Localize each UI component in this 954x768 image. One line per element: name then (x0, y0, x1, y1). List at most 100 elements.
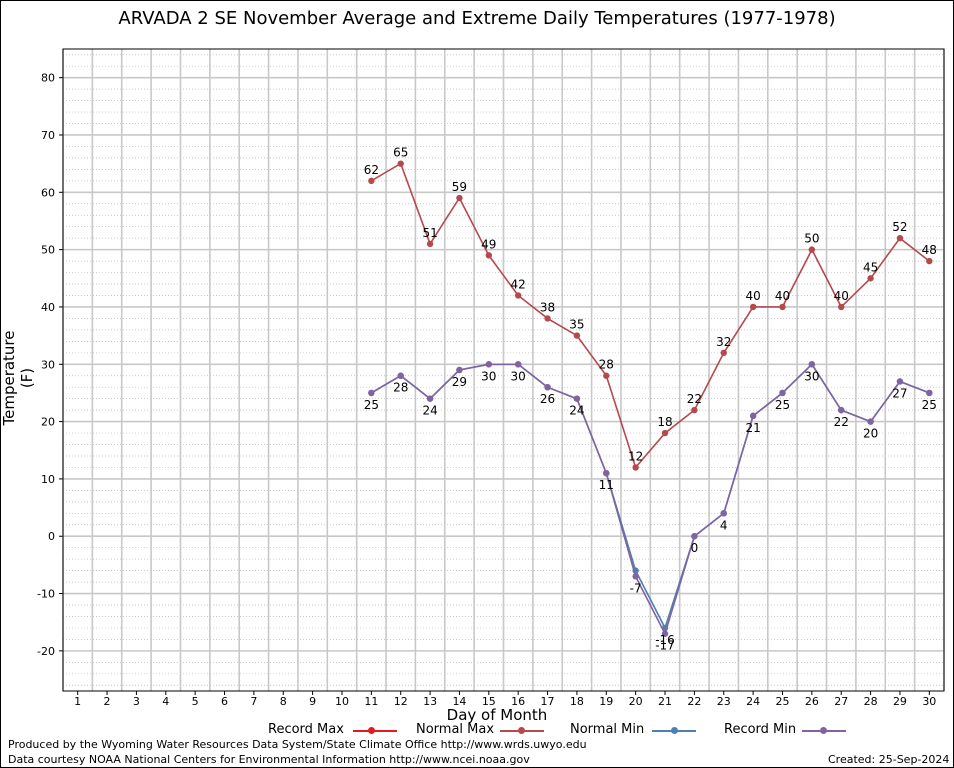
footer-created-date: Created: 25-Sep-2024 (828, 753, 950, 766)
x-tick-label: 26 (805, 695, 819, 708)
data-label-normal-max: 18 (657, 415, 672, 429)
data-label-normal-min: 30 (481, 369, 496, 383)
x-tick-label: 10 (335, 695, 349, 708)
x-axis-label: Day of Month (446, 706, 548, 724)
data-label-normal-min: 0 (691, 541, 699, 555)
data-point-record-min (603, 469, 610, 477)
x-tick-label: 4 (162, 695, 169, 708)
y-tick-label: -20 (37, 645, 55, 658)
data-label-normal-min: 22 (834, 415, 849, 429)
y-tick-label: 60 (41, 186, 55, 199)
legend-label-record-min: Record Min (724, 722, 797, 737)
x-tick-label: 11 (364, 695, 378, 708)
x-tick-label: 13 (423, 695, 437, 708)
data-label-normal-max: 62 (364, 163, 379, 177)
x-tick-label: 17 (541, 695, 555, 708)
x-tick-label: 5 (192, 695, 199, 708)
data-label-normal-min: 24 (422, 404, 437, 418)
data-label-normal-max: 12 (628, 449, 643, 463)
plot-border (62, 48, 945, 692)
legend-marker-record-max (368, 727, 375, 734)
data-label-normal-min: 21 (745, 421, 760, 435)
data-point-record-min (720, 510, 727, 517)
data-point-normal-max (838, 303, 845, 311)
data-label-normal-max: 22 (687, 392, 702, 406)
data-point-record-min (397, 372, 404, 379)
data-point-normal-max (368, 177, 375, 185)
x-tick-label: 19 (599, 695, 613, 708)
data-label-normal-min: 30 (804, 369, 819, 383)
x-tick-label: 6 (221, 695, 228, 708)
y-tick-label: 10 (41, 473, 55, 486)
data-point-record-min (485, 361, 493, 368)
data-point-record-min (514, 361, 522, 368)
legend-swatch-record-max (353, 730, 397, 732)
data-label-normal-max: 38 (540, 300, 555, 314)
y-tick-label: 80 (41, 72, 55, 85)
data-label-normal-max: 51 (422, 226, 437, 240)
data-label-normal-max: 28 (599, 358, 614, 372)
x-tick-label: 1 (74, 695, 81, 708)
legend-marker-normal-max (518, 727, 525, 734)
data-label-normal-min: 27 (892, 386, 907, 400)
data-point-normal-max (867, 275, 874, 282)
data-label-normal-max: 45 (863, 260, 878, 274)
data-point-record-min (632, 573, 639, 580)
y-tick-label: 0 (48, 530, 55, 543)
data-label-record-min: -17 (655, 639, 675, 653)
data-point-record-min (838, 406, 845, 414)
legend-marker-normal-min (671, 727, 678, 734)
data-label-normal-max: 40 (745, 289, 760, 303)
data-label-normal-min: 4 (720, 518, 728, 532)
x-tick-label: 15 (482, 695, 496, 708)
data-label-normal-max: 52 (892, 220, 907, 234)
x-tick-label: 14 (452, 695, 466, 708)
x-tick-label: 30 (922, 695, 936, 708)
x-tick-label: 23 (717, 695, 731, 708)
footer-produced-by: Produced by the Wyoming Water Resources … (8, 738, 587, 751)
y-tick-label: -10 (37, 588, 55, 601)
x-tick-label: 27 (834, 695, 848, 708)
data-point-normal-max (720, 349, 727, 357)
data-point-record-min (926, 389, 933, 397)
data-point-record-min (573, 395, 581, 402)
legend-label-normal-min: Normal Min (570, 722, 645, 737)
data-point-normal-max (779, 303, 786, 311)
data-point-record-min (368, 389, 375, 397)
data-label-normal-max: 65 (393, 146, 408, 160)
x-tick-label: 2 (104, 695, 111, 708)
x-tick-label: 29 (893, 695, 907, 708)
data-point-normal-max (544, 315, 551, 322)
legend-marker-record-min (820, 727, 827, 734)
data-label-normal-max: 32 (716, 335, 731, 349)
data-label-normal-min: 24 (569, 404, 584, 418)
data-label-normal-max: 50 (804, 232, 819, 246)
data-label-normal-min: 28 (393, 381, 408, 395)
x-tick-label: 9 (309, 695, 316, 708)
x-tick-label: 25 (775, 695, 789, 708)
data-label-normal-max: 42 (511, 277, 526, 291)
data-point-normal-max (514, 292, 522, 299)
data-label-normal-min: 11 (599, 478, 614, 492)
data-point-normal-max (603, 372, 610, 379)
x-tick-label: 7 (250, 695, 257, 708)
x-tick-label: 3 (133, 695, 140, 708)
data-point-normal-max (632, 464, 639, 471)
data-point-record-min (749, 412, 757, 420)
data-point-record-min (779, 389, 786, 397)
y-tick-label: 20 (41, 416, 55, 429)
x-tick-label: 28 (864, 695, 878, 708)
data-point-normal-max (896, 234, 904, 242)
data-label-normal-min: -16 (655, 633, 675, 647)
data-point-normal-max (661, 429, 669, 437)
data-label-normal-max: 48 (922, 243, 937, 257)
y-tick-label: 50 (41, 244, 55, 257)
data-point-normal-max (926, 257, 933, 265)
data-point-normal-max (749, 303, 757, 311)
data-point-record-min (691, 533, 698, 540)
legend-label-normal-max: Normal Max (416, 722, 495, 737)
data-label-normal-min: 25 (364, 398, 379, 412)
data-point-normal-max (485, 252, 493, 259)
data-point-normal-max (397, 160, 404, 167)
